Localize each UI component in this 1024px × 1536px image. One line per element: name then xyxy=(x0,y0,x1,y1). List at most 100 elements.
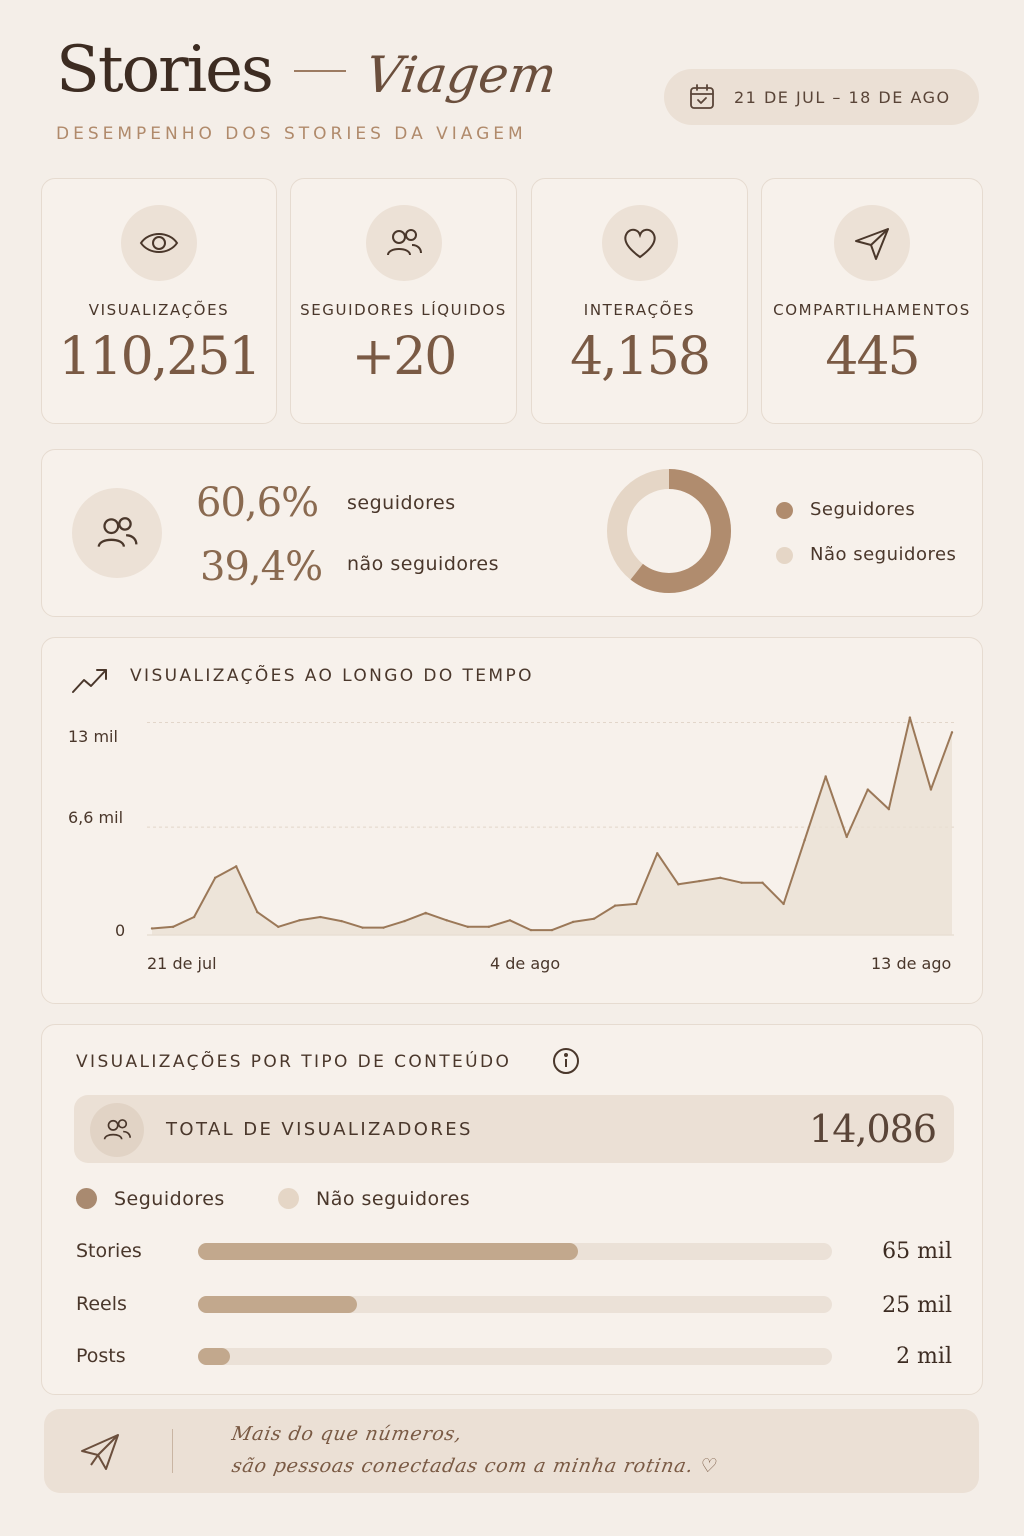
users-icon xyxy=(103,1119,131,1140)
bar-label-stories: Stories xyxy=(76,1240,142,1262)
data-point xyxy=(950,731,954,734)
data-point xyxy=(150,927,154,930)
data-point xyxy=(171,925,175,929)
data-point xyxy=(213,876,217,879)
page-script-title: Viagem xyxy=(361,46,560,104)
views-line-chart xyxy=(147,716,954,936)
users-icon xyxy=(386,229,422,256)
kpi-value: 110,251 xyxy=(58,327,261,387)
kpi-value: +20 xyxy=(351,327,458,387)
data-point xyxy=(698,879,701,883)
data-point xyxy=(235,865,238,868)
legend-non-followers: Não seguidores xyxy=(810,544,957,565)
kpi-card-shares: COMPARTILHAMENTOS 445 xyxy=(761,178,983,424)
kpi-card-views: VISUALIZAÇÕES 110,251 xyxy=(41,178,277,424)
total-viewers-bar: TOTAL DE VISUALIZADORES 14,086 xyxy=(74,1095,954,1163)
bar-fill-posts xyxy=(198,1348,230,1365)
data-point xyxy=(908,716,912,719)
y-tick-label: 13 mil xyxy=(68,727,118,746)
data-point xyxy=(635,902,638,906)
data-point xyxy=(719,876,722,879)
followers-label: seguidores xyxy=(347,492,456,514)
kpi-value: 445 xyxy=(825,327,920,387)
views-area-fill xyxy=(152,717,952,935)
data-point xyxy=(761,881,764,884)
data-point xyxy=(298,919,301,922)
legend-followers: Seguidores xyxy=(810,499,916,520)
legend-dot-followers xyxy=(76,1188,97,1209)
data-point xyxy=(487,925,491,929)
data-point xyxy=(319,915,322,919)
page-subtitle: DESEMPENHO DOS STORIES DA VIAGEM xyxy=(56,124,527,144)
legend-dot-non-followers xyxy=(776,547,793,564)
x-tick-label: 13 de ago xyxy=(871,954,952,973)
data-point xyxy=(677,883,680,886)
bar-track-posts xyxy=(198,1348,832,1365)
data-point xyxy=(424,911,427,915)
data-point xyxy=(550,928,554,932)
data-point xyxy=(571,920,575,924)
legend-followers: Seguidores xyxy=(114,1188,225,1210)
date-range-picker[interactable]: 21 DE JUL – 18 DE AGO xyxy=(664,69,979,125)
bar-track-stories xyxy=(198,1243,832,1260)
bar-label-posts: Posts xyxy=(76,1345,126,1367)
data-point xyxy=(613,904,617,907)
footer-quote-banner: Mais do que números, são pessoas conecta… xyxy=(44,1409,979,1493)
kpi-label: INTERAÇÕES xyxy=(583,301,696,319)
footer-quote-line1: Mais do que números, xyxy=(230,1423,464,1445)
bar-value-reels: 25 mil xyxy=(882,1293,952,1318)
kpi-card-interactions: INTERAÇÕES 4,158 xyxy=(531,178,748,424)
non-followers-label: não seguidores xyxy=(347,553,499,575)
bar-fill-stories xyxy=(198,1243,579,1260)
x-tick-label: 21 de jul xyxy=(147,954,217,973)
calendar-icon xyxy=(690,84,714,109)
audience-card: 60,6% seguidores 39,4% não seguidores Se… xyxy=(41,449,983,617)
content-type-card: VISUALIZAÇÕES POR TIPO DE CONTEÚDO TOTAL… xyxy=(41,1024,983,1395)
total-viewers-value: 14,086 xyxy=(809,1107,937,1151)
x-tick-label: 4 de ago xyxy=(490,954,561,973)
content-type-title: VISUALIZAÇÕES POR TIPO DE CONTEÚDO xyxy=(76,1052,512,1072)
legend-dot-followers xyxy=(776,502,793,519)
data-point xyxy=(192,915,196,919)
audience-donut-chart xyxy=(607,469,731,593)
data-point xyxy=(340,919,343,923)
bar-value-stories: 65 mil xyxy=(882,1239,952,1264)
data-point xyxy=(592,917,596,920)
data-point xyxy=(656,852,659,855)
data-point xyxy=(887,807,891,811)
page-header: Stories Viagem xyxy=(56,30,560,110)
date-range-label: 21 DE JUL – 18 DE AGO xyxy=(734,87,951,107)
kpi-card-followers: SEGUIDORES LÍQUIDOS +20 xyxy=(290,178,517,424)
kpi-label: SEGUIDORES LÍQUIDOS xyxy=(300,301,507,319)
bar-value-posts: 2 mil xyxy=(896,1344,952,1369)
non-followers-percent: 39,4% xyxy=(200,544,323,590)
total-viewers-label: TOTAL DE VISUALIZADORES xyxy=(166,1119,473,1140)
data-point xyxy=(866,788,869,791)
users-icon xyxy=(97,517,138,547)
data-point xyxy=(382,926,385,929)
donut-segment-followers xyxy=(607,469,731,593)
bar-label-reels: Reels xyxy=(76,1293,127,1315)
bar-track-reels xyxy=(198,1296,832,1313)
data-point xyxy=(803,839,806,842)
legend-non-followers: Não seguidores xyxy=(316,1188,471,1210)
send-icon xyxy=(855,228,889,260)
data-point xyxy=(361,926,364,929)
footer-divider xyxy=(172,1429,173,1473)
legend-dot-non-followers xyxy=(278,1188,299,1209)
footer-quote-line2: são pessoas conectadas com a minha rotin… xyxy=(230,1455,720,1477)
y-tick-label: 0 xyxy=(115,921,126,940)
y-tick-label: 6,6 mil xyxy=(68,808,124,827)
data-point xyxy=(508,919,512,922)
data-point xyxy=(740,881,743,884)
data-point xyxy=(277,925,280,929)
line-chart-title: VISUALIZAÇÕES AO LONGO DO TEMPO xyxy=(130,666,534,686)
data-point xyxy=(466,925,469,929)
data-point xyxy=(256,910,259,914)
kpi-value: 4,158 xyxy=(570,327,711,387)
info-icon[interactable] xyxy=(552,1047,580,1075)
eye-icon xyxy=(139,233,179,253)
data-point xyxy=(845,835,848,839)
data-point xyxy=(445,919,448,922)
kpi-label: COMPARTILHAMENTOS xyxy=(773,301,971,319)
